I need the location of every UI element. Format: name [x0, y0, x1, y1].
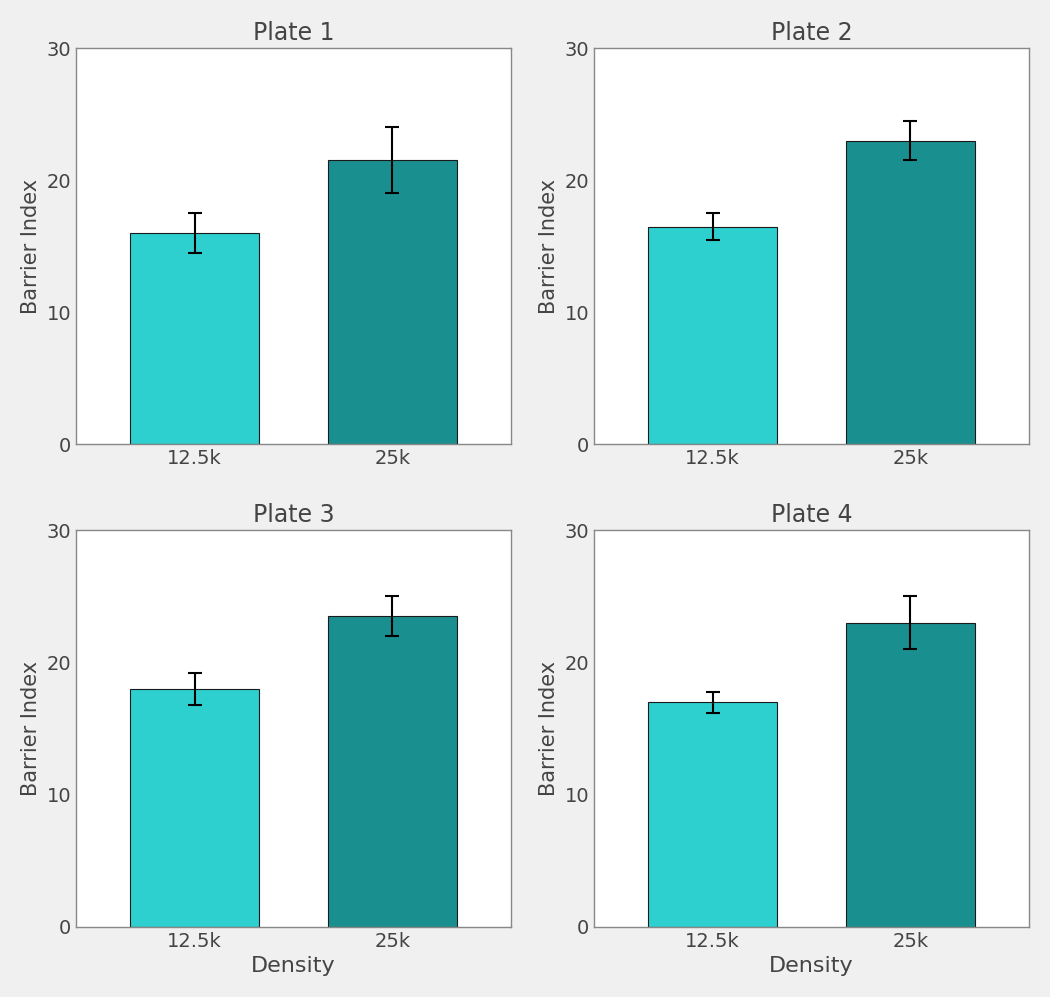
Y-axis label: Barrier Index: Barrier Index — [21, 178, 41, 314]
Y-axis label: Barrier Index: Barrier Index — [539, 178, 559, 314]
Y-axis label: Barrier Index: Barrier Index — [21, 661, 41, 797]
Bar — [648, 702, 777, 927]
Title: Plate 4: Plate 4 — [771, 503, 853, 527]
Y-axis label: Barrier Index: Barrier Index — [539, 661, 559, 797]
Bar — [130, 689, 259, 927]
Title: Plate 2: Plate 2 — [771, 21, 853, 45]
Bar — [130, 233, 259, 445]
Title: Plate 1: Plate 1 — [253, 21, 334, 45]
Title: Plate 3: Plate 3 — [253, 503, 334, 527]
Bar — [648, 226, 777, 445]
Bar — [846, 623, 974, 927]
Bar — [846, 141, 974, 445]
X-axis label: Density: Density — [251, 956, 336, 976]
X-axis label: Density: Density — [770, 956, 854, 976]
Bar — [328, 616, 457, 927]
Bar — [328, 161, 457, 445]
